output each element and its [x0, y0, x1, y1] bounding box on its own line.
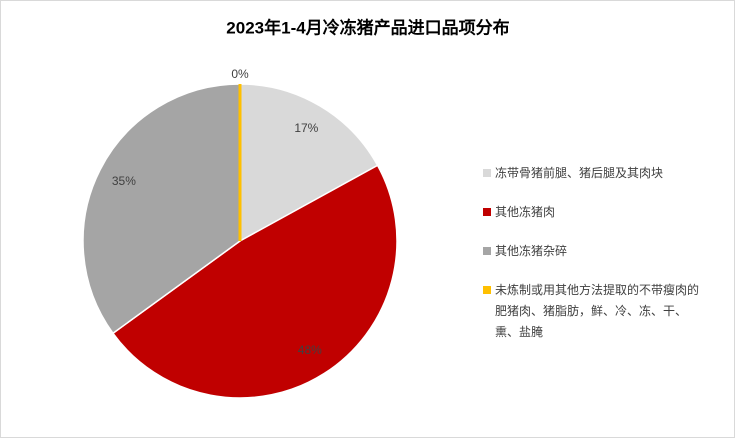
data-label: 48% — [298, 343, 322, 357]
pie-slice — [82, 83, 241, 335]
pie-slice — [239, 83, 379, 243]
legend-swatch — [483, 169, 491, 177]
legend-label: 冻带骨猪前腿、猪后腿及其肉块 — [495, 166, 664, 180]
legend-label: 其他冻猪杂碎 — [495, 244, 568, 258]
chart-title: 2023年1-4月冷冻猪产品进口品项分布 — [226, 17, 509, 37]
legend-item: 其他冻猪肉 — [483, 202, 708, 223]
legend-item: 冻带骨猪前腿、猪后腿及其肉块 — [483, 163, 708, 184]
legend-label: 其他冻猪肉 — [495, 205, 556, 219]
legend-swatch — [483, 208, 491, 216]
legend-item: 未炼制或用其他方法提取的不带瘦肉的肥猪肉、猪脂肪，鲜、冷、冻、干、熏、盐腌 — [483, 280, 708, 343]
legend-label: 未炼制或用其他方法提取的不带瘦肉的肥猪肉、猪脂肪，鲜、冷、冻、干、熏、盐腌 — [495, 283, 700, 339]
pie-slice — [111, 164, 398, 399]
legend-swatch — [483, 247, 491, 255]
legend-swatch — [483, 286, 491, 294]
data-label: 35% — [112, 174, 136, 188]
data-label: 0% — [231, 67, 249, 81]
legend: 冻带骨猪前腿、猪后腿及其肉块 其他冻猪肉其他冻猪杂碎未炼制或用其他方法提取的不带瘦… — [483, 163, 708, 361]
legend-item: 其他冻猪杂碎 — [483, 241, 708, 262]
data-label: 17% — [294, 121, 318, 135]
